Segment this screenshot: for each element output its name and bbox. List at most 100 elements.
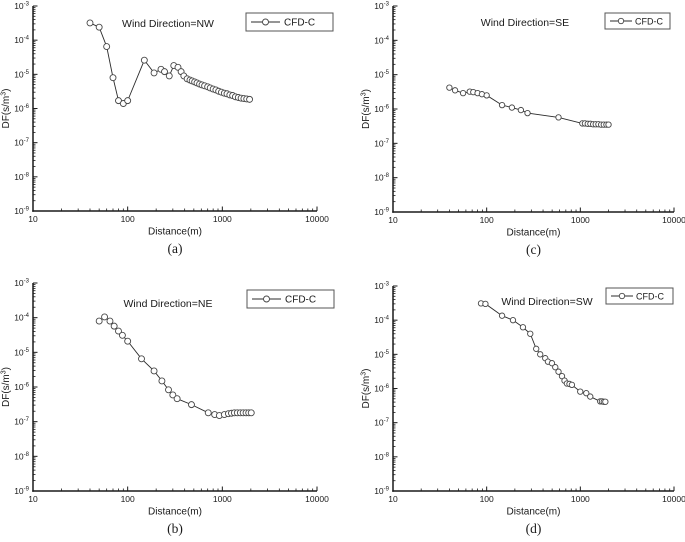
panel-caption: (d) bbox=[526, 521, 542, 536]
y-tick-label: 10-8 bbox=[374, 452, 389, 462]
legend-box bbox=[604, 12, 671, 30]
y-tick-label: 10-9 bbox=[14, 486, 29, 496]
data-point-marker bbox=[577, 388, 584, 395]
legend-box bbox=[245, 12, 334, 32]
data-point-marker bbox=[537, 351, 544, 358]
data-point-marker bbox=[158, 377, 166, 385]
y-ticks bbox=[393, 5, 398, 213]
y-tick-label: 10-8 bbox=[14, 172, 29, 182]
data-point-marker bbox=[483, 92, 490, 99]
x-tick-label: 10000 bbox=[662, 494, 685, 504]
data-point-marker bbox=[446, 84, 453, 91]
legend-box bbox=[605, 287, 674, 305]
x-tick-label: 10 bbox=[28, 494, 38, 504]
y-tick-label: 10-5 bbox=[14, 347, 29, 357]
data-point-marker bbox=[555, 114, 562, 121]
legend: CFD-C bbox=[605, 287, 674, 305]
x-tick-label: 1000 bbox=[571, 494, 590, 504]
data-point-marker bbox=[527, 330, 534, 337]
x-axis-label: Distance(m) bbox=[507, 228, 561, 239]
x-tick-label: 1000 bbox=[213, 494, 232, 504]
chart-title: Wind Direction=SW bbox=[501, 296, 592, 308]
series-markers bbox=[446, 84, 612, 128]
y-tick-label: 10-7 bbox=[14, 417, 29, 427]
chart-d: 10 100 1000 10000 10-3 10-4 10-5 10-6 10-7 10-8 10… bbox=[361, 281, 685, 536]
y-tick-label: 10-8 bbox=[14, 451, 29, 461]
data-point-marker bbox=[548, 360, 556, 367]
data-point-marker bbox=[169, 391, 177, 399]
x-axis-label: Distance(m) bbox=[148, 507, 202, 518]
data-point-marker bbox=[165, 72, 173, 80]
panel-b: 10 100 1000 10000 10-3 10-4 10-5 10-6 10-7 10-8 10… bbox=[0, 271, 342, 542]
data-point-marker bbox=[552, 364, 559, 371]
x-tick-label: 100 bbox=[480, 215, 494, 225]
y-tick-label: 10-5 bbox=[374, 70, 389, 80]
y-axis-label: DF(s/m3) bbox=[361, 368, 373, 408]
legend: CFD-C bbox=[245, 12, 334, 32]
data-point-marker bbox=[459, 89, 467, 97]
y-tick-label: 10-6 bbox=[374, 104, 389, 114]
x-ticks bbox=[32, 486, 318, 491]
x-tick-label: 10000 bbox=[662, 215, 685, 225]
panel-caption: (a) bbox=[168, 241, 183, 256]
y-tick-label: 10-6 bbox=[14, 104, 29, 114]
legend-marker-sample bbox=[618, 292, 626, 300]
data-point-marker bbox=[115, 327, 122, 335]
y-tick-label: 10-9 bbox=[374, 207, 389, 217]
data-point-marker bbox=[498, 312, 506, 319]
y-ticks bbox=[33, 282, 38, 492]
data-point-marker bbox=[101, 313, 109, 321]
legend-box bbox=[246, 289, 335, 309]
panel-caption: (c) bbox=[526, 242, 541, 257]
x-tick-label: 100 bbox=[121, 214, 135, 224]
data-point-marker bbox=[95, 23, 103, 31]
data-point-marker bbox=[106, 317, 114, 325]
data-point-marker bbox=[498, 101, 506, 109]
y-tick-label: 10-5 bbox=[374, 349, 389, 359]
y-tick-label: 10-4 bbox=[14, 35, 29, 45]
data-point-marker bbox=[587, 393, 594, 400]
series-markers bbox=[477, 300, 609, 405]
data-point-marker bbox=[165, 386, 172, 394]
y-tick-label: 10-4 bbox=[14, 313, 29, 323]
y-tick-label: 10-9 bbox=[14, 206, 29, 216]
data-point-marker bbox=[150, 69, 158, 77]
y-tick-label: 10-6 bbox=[14, 382, 29, 392]
y-ticks bbox=[393, 285, 398, 492]
data-point-marker bbox=[246, 95, 254, 103]
data-point-marker bbox=[150, 367, 158, 375]
panel-d: 10 100 1000 10000 10-3 10-4 10-5 10-6 10-7 10-8 10… bbox=[342, 271, 685, 542]
x-tick-label: 100 bbox=[480, 494, 494, 504]
x-tick-label: 1000 bbox=[213, 214, 232, 224]
panel-caption: (b) bbox=[167, 521, 183, 536]
panel-a: 10 100 1000 10000 10-3 10-4 10-5 10-6 10-7 10-8 10… bbox=[0, 0, 342, 271]
data-point-marker bbox=[109, 74, 117, 82]
legend-label: CFD-C bbox=[636, 292, 664, 302]
data-point-marker bbox=[509, 317, 517, 324]
data-point-marker bbox=[173, 395, 181, 403]
data-point-marker bbox=[138, 355, 145, 363]
y-tick-label: 10-4 bbox=[374, 315, 389, 325]
data-point-marker bbox=[451, 87, 459, 94]
legend-label: CFD-C bbox=[635, 17, 663, 27]
y-tick-label: 10-9 bbox=[374, 486, 389, 496]
x-tick-label: 10 bbox=[388, 215, 398, 225]
y-tick-label: 10-5 bbox=[14, 69, 29, 79]
y-tick-label: 10-3 bbox=[374, 281, 389, 291]
y-tick-label: 10-7 bbox=[374, 418, 389, 428]
data-point-marker bbox=[568, 381, 576, 388]
data-point-marker bbox=[517, 106, 525, 114]
series-markers bbox=[86, 19, 254, 107]
chart-title: Wind Direction=NE bbox=[124, 298, 213, 310]
x-tick-label: 100 bbox=[121, 494, 135, 504]
series-markers bbox=[95, 313, 255, 420]
chart-c: 10 100 1000 10000 10-3 10-4 10-5 10-6 10-7 10-8 10… bbox=[361, 1, 685, 257]
x-tick-label: 10000 bbox=[305, 494, 329, 504]
legend-label: CFD-C bbox=[284, 18, 315, 29]
data-point-marker bbox=[95, 317, 103, 325]
x-axis-label: Distance(m) bbox=[507, 507, 561, 518]
data-point-marker bbox=[124, 337, 132, 345]
chart-a: 10 100 1000 10000 10-3 10-4 10-5 10-6 10-7 10-8 10… bbox=[1, 1, 334, 256]
legend-marker-sample bbox=[262, 18, 269, 26]
